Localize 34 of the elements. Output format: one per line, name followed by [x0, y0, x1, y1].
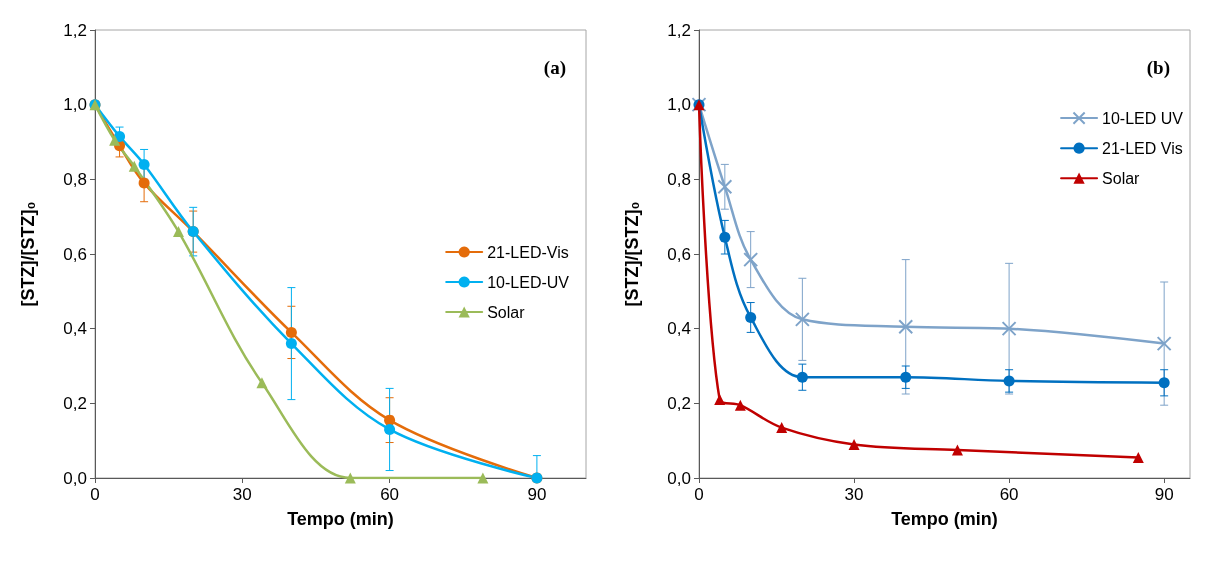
x-tick-label: 60: [999, 485, 1019, 504]
x-axis-title: Tempo (min): [287, 509, 394, 529]
y-tick-label: 1,2: [667, 20, 691, 40]
y-tick-label: 1,2: [63, 20, 87, 40]
legend-label: 10-LED-UV: [487, 273, 570, 291]
y-tick-label: 0,4: [63, 319, 87, 339]
x-tick-label: 60: [380, 485, 400, 504]
annotation: (b): [1146, 57, 1171, 79]
y-tick-label: 0,0: [667, 468, 691, 488]
annotation: (a): [543, 57, 566, 79]
y-tick-label: 0,2: [667, 393, 691, 413]
x-tick-label: 0: [90, 485, 100, 504]
legend-label: 10-LED UV: [1102, 109, 1184, 127]
x-tick-label: 0: [694, 485, 704, 504]
y-tick-label: 0,6: [667, 244, 691, 264]
x-tick-label: 90: [1154, 485, 1174, 504]
y-tick-label: 1,0: [667, 95, 691, 115]
y-tick-label: 0,6: [63, 244, 87, 264]
x-tick-label: 30: [232, 485, 252, 504]
y-tick-label: 1,0: [63, 95, 87, 115]
y-axis-title: [STZ]/[STZ]₀: [18, 201, 38, 307]
x-tick-label: 30: [844, 485, 864, 504]
legend-label: 21-LED Vis: [1102, 139, 1183, 157]
legend-label: Solar: [1102, 169, 1141, 187]
x-axis-title: Tempo (min): [891, 509, 998, 529]
y-tick-label: 0,8: [667, 169, 691, 189]
y-axis-title: [STZ]/[STZ]₀: [622, 201, 642, 307]
y-tick-label: 0,0: [63, 468, 87, 488]
y-tick-label: 0,2: [63, 393, 87, 413]
legend-label: Solar: [487, 303, 526, 321]
y-tick-label: 0,8: [63, 169, 87, 189]
x-tick-label: 90: [527, 485, 547, 504]
legend-label: 21-LED-Vis: [487, 243, 569, 261]
y-tick-label: 0,4: [667, 319, 691, 339]
